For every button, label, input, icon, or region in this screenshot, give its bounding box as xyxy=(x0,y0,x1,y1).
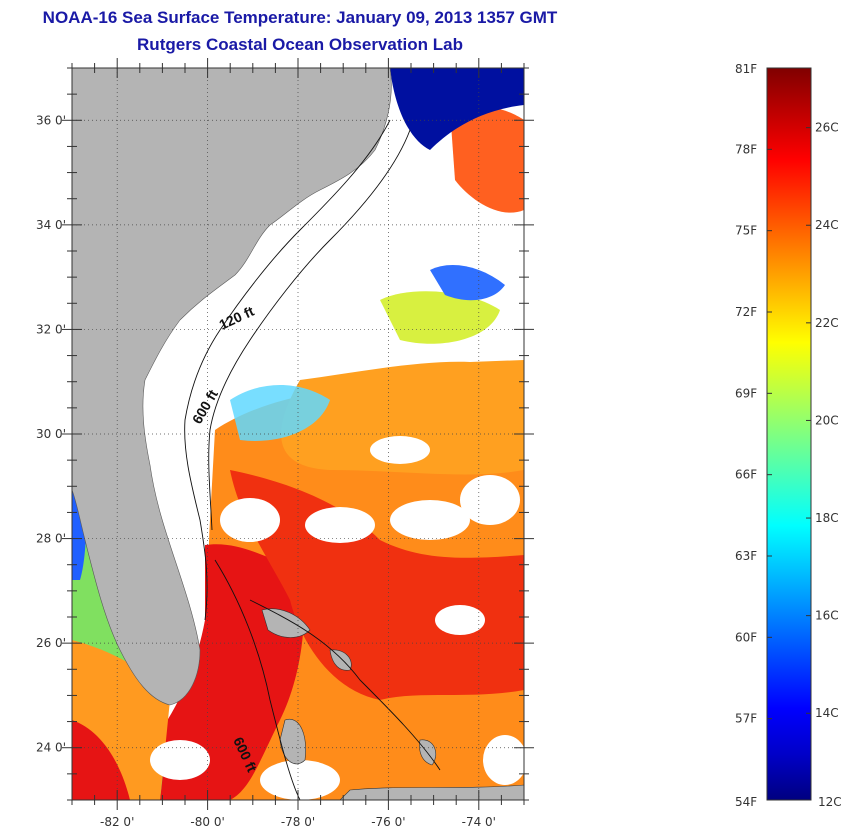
blue-water-patch xyxy=(430,265,505,301)
cool-water-patches xyxy=(230,385,330,441)
lat-label: 34 0' xyxy=(36,218,66,232)
lat-label: 24 0' xyxy=(36,741,66,755)
ne-cold-water xyxy=(390,68,524,150)
colorbar-c-label: 14C xyxy=(815,706,839,720)
colorbar-bottom-c-label: 12C xyxy=(818,795,842,809)
longitude-labels: -82 0' -80 0' -78 0' -76 0' -74 0' xyxy=(100,815,496,829)
colorbar-f-label: 57F xyxy=(735,712,757,726)
lat-label: 32 0' xyxy=(36,322,66,336)
lon-label: -82 0' xyxy=(100,815,134,829)
colorbar-f-label: 72F xyxy=(735,305,757,319)
cloud-patches xyxy=(150,436,524,800)
colorbar-f-label: 66F xyxy=(735,468,757,482)
map-subtitle: Rutgers Coastal Ocean Observation Lab xyxy=(137,35,463,54)
land-florida-southeast xyxy=(72,68,392,706)
orange-water-region xyxy=(281,360,524,475)
lat-label: 36 0' xyxy=(36,113,66,127)
gulf-red-water xyxy=(72,720,130,800)
red-water-region xyxy=(230,470,524,700)
colorbar-f-label: 60F xyxy=(735,630,757,644)
colorbar-c-label: 26C xyxy=(815,121,839,135)
ne-warm-patch xyxy=(450,105,524,213)
colorbar-f-label: 78F xyxy=(735,142,757,156)
axis-ticks xyxy=(62,58,534,810)
colorbar-f-label: 69F xyxy=(735,386,757,400)
colorbar-f-label: 63F xyxy=(735,549,757,563)
colorbar-c-label: 20C xyxy=(815,413,839,427)
latitude-labels: 36 0' 34 0' 32 0' 30 0' 28 0' 26 0' 24 0' xyxy=(36,113,66,754)
colorbar: 78F 75F 72F 69F 66F 63F 60F 57F 26C 24C 22C 20C 18C 1… xyxy=(735,62,842,809)
map-panel xyxy=(72,68,524,800)
lon-label: -74 0' xyxy=(462,815,496,829)
map-title: NOAA-16 Sea Surface Temperature: January… xyxy=(42,8,558,27)
lon-label: -78 0' xyxy=(281,815,315,829)
lon-label: -80 0' xyxy=(190,815,224,829)
colorbar-c-label: 22C xyxy=(815,316,839,330)
lat-label: 28 0' xyxy=(36,532,66,546)
yellow-water-patch xyxy=(380,291,500,344)
lon-label: -76 0' xyxy=(371,815,405,829)
colorbar-c-label: 16C xyxy=(815,609,839,623)
colorbar-c-label: 24C xyxy=(815,218,839,232)
colorbar-bottom-f-label: 54F xyxy=(735,795,757,809)
lat-label: 30 0' xyxy=(36,427,66,441)
colorbar-scale xyxy=(766,67,812,801)
colorbar-f-label: 75F xyxy=(735,224,757,238)
graticule xyxy=(72,68,524,800)
lat-label: 26 0' xyxy=(36,636,66,650)
colorbar-top-label: 81F xyxy=(735,62,757,76)
depth-contours xyxy=(184,119,441,800)
bahamas-islands xyxy=(261,608,436,766)
colorbar-c-label: 18C xyxy=(815,511,839,525)
